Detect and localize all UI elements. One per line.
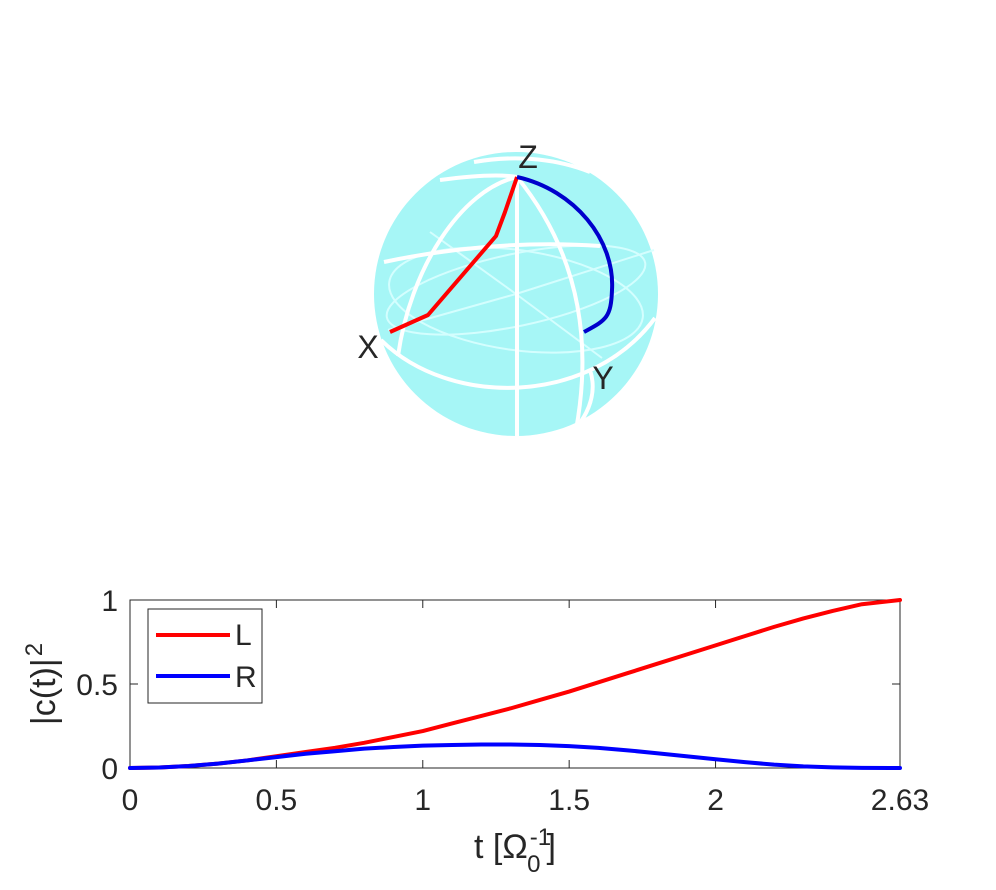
series-line-r <box>128 742 902 770</box>
sphere-inner-ellipse-2 <box>388 246 644 354</box>
x-tick-label: 0.5 <box>256 784 298 817</box>
sphere-inner-ellipse-1 <box>385 244 647 336</box>
y-axis-label: |c(t)| 2 <box>21 643 64 725</box>
x-axis-label-sup: -1 <box>530 824 551 851</box>
y-tick-label: 1 <box>101 585 118 618</box>
x-axis-label-main: t [Ω <box>474 828 528 866</box>
y-axis-label-sup: 2 <box>21 643 48 656</box>
sphere-meridian-lower <box>559 369 595 442</box>
y-axis-ticks: 00.51 <box>76 585 900 786</box>
bloch-path-r <box>516 175 615 334</box>
chart-area: 0 0.5 1 1.5 2 2.63 00.51 L R t [Ω-1 0] |c(t)|2 <box>21 585 930 878</box>
y-tick-label: 0 <box>101 753 118 786</box>
x-axis-label-sub: 0 <box>527 851 540 878</box>
sphere-meridian-right <box>515 175 585 431</box>
legend-box <box>147 608 263 704</box>
bloch-sphere: Z X Y <box>357 139 658 442</box>
x-tick-label: 2 <box>707 784 724 817</box>
sphere-cap-line <box>473 156 591 174</box>
legend-label-r: R <box>235 661 257 694</box>
sphere-equator <box>379 316 657 390</box>
x-tick-label: 1 <box>414 784 431 817</box>
legend-label-l: L <box>235 619 252 652</box>
x-tick-label: 0 <box>122 784 139 817</box>
bloch-label-z: Z <box>518 139 538 175</box>
y-tick-label: 0.5 <box>76 669 118 702</box>
x-axis-label: t [Ω-1 0] <box>474 824 556 878</box>
bloch-label-x: X <box>357 329 378 365</box>
x-tick-label: 2.63 <box>871 784 929 817</box>
bloch-path-l <box>389 176 519 334</box>
sphere-parallel-upper <box>383 242 601 264</box>
series-lines <box>128 598 902 770</box>
x-tick-label: 1.5 <box>548 784 590 817</box>
legend: L R <box>147 608 263 704</box>
x-axis-label-end: ] <box>547 828 556 866</box>
bloch-label-y: Y <box>592 360 613 396</box>
x-axis-ticks: 0 0.5 1 1.5 2 2.63 <box>122 600 929 817</box>
y-axis-label-main: |c(t)| <box>25 658 63 725</box>
